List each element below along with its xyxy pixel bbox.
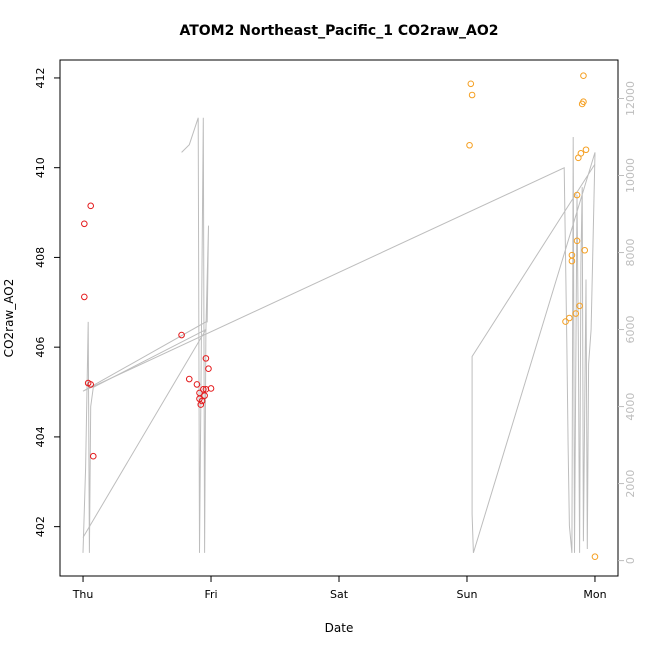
x-axis: Thu Fri Sat Sun Mon bbox=[72, 575, 607, 601]
y-left-tick-label: 412 bbox=[34, 67, 47, 88]
data-point bbox=[185, 375, 193, 383]
x-tick-label: Sun bbox=[457, 588, 478, 601]
data-point bbox=[562, 318, 569, 325]
y-right-tick-label: 10000 bbox=[624, 158, 637, 193]
x-tick-label: Sat bbox=[330, 588, 349, 601]
point-series bbox=[81, 72, 599, 561]
data-point bbox=[580, 72, 587, 80]
data-point bbox=[198, 397, 206, 405]
data-point bbox=[197, 401, 205, 408]
y-axis-left: 402 404 406 408 410 412 bbox=[34, 67, 60, 537]
data-point bbox=[202, 355, 210, 362]
data-point bbox=[573, 191, 581, 199]
y-left-tick-label: 406 bbox=[34, 337, 47, 358]
y-right-tick-label: 4000 bbox=[624, 393, 637, 421]
data-point bbox=[178, 331, 185, 339]
data-point bbox=[89, 452, 97, 460]
x-tick-label: Fri bbox=[204, 588, 217, 601]
data-point bbox=[193, 381, 201, 388]
data-point bbox=[468, 91, 476, 99]
data-point bbox=[467, 80, 475, 88]
data-point bbox=[207, 385, 215, 392]
data-point bbox=[200, 386, 207, 393]
data-point bbox=[572, 310, 580, 317]
data-point bbox=[573, 237, 581, 245]
x-tick-label: Mon bbox=[583, 588, 606, 601]
data-point bbox=[466, 141, 473, 149]
x-tick-label: Thu bbox=[72, 588, 94, 601]
data-point bbox=[87, 381, 95, 388]
series-line bbox=[82, 136, 596, 554]
data-point bbox=[81, 293, 88, 301]
chart-title: ATOM2 Northeast_Pacific_1 CO2raw_AO2 bbox=[179, 23, 498, 39]
data-point bbox=[87, 202, 95, 210]
line-series bbox=[82, 117, 596, 554]
y-right-tick-label: 8000 bbox=[624, 239, 637, 267]
series-line bbox=[82, 117, 207, 553]
plot-frame bbox=[59, 59, 619, 577]
y-left-tick-label: 410 bbox=[34, 157, 47, 178]
data-point bbox=[580, 98, 587, 106]
y-left-tick-label: 402 bbox=[34, 516, 47, 537]
y-left-tick-label: 408 bbox=[34, 247, 47, 268]
y-left-tick-label: 404 bbox=[34, 426, 47, 447]
data-point bbox=[582, 146, 590, 154]
y-right-tick-label: 0 bbox=[624, 557, 637, 564]
data-point bbox=[566, 314, 573, 322]
data-point bbox=[568, 257, 576, 265]
y-right-tick-label: 6000 bbox=[624, 316, 637, 344]
data-point bbox=[581, 246, 589, 254]
x-axis-label: Date bbox=[325, 621, 354, 635]
y-right-tick-label: 2000 bbox=[624, 470, 637, 498]
y-axis-label: CO2raw_AO2 bbox=[2, 279, 16, 358]
y-right-tick-label: 12000 bbox=[624, 81, 637, 116]
data-point bbox=[591, 553, 599, 561]
y-axis-right: 0 2000 4000 6000 8000 10000 12000 bbox=[618, 81, 637, 564]
data-point bbox=[201, 392, 208, 399]
data-point bbox=[81, 220, 88, 228]
data-point bbox=[205, 365, 212, 373]
data-point bbox=[577, 150, 585, 157]
data-point bbox=[576, 302, 583, 310]
